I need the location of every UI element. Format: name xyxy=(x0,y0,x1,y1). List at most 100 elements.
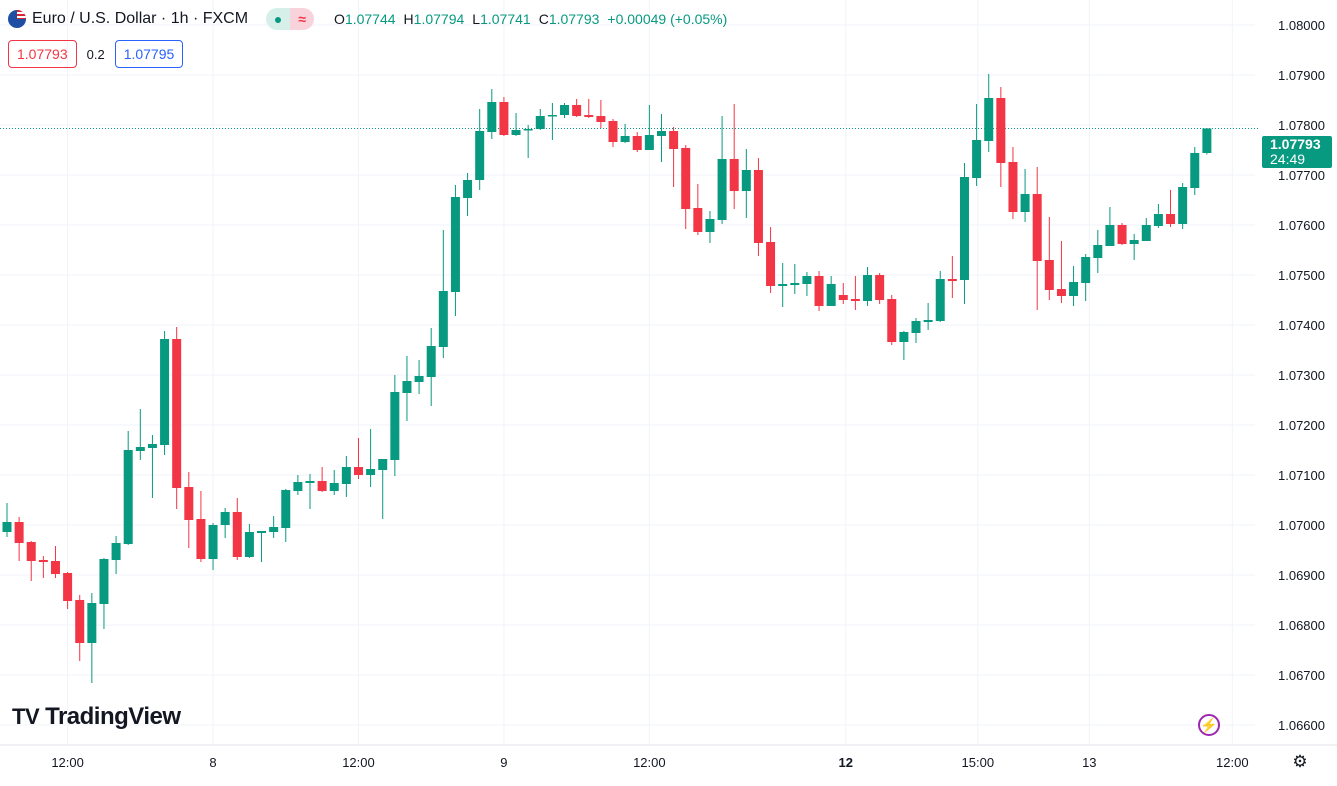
time-tick-label: 12:00 xyxy=(633,755,666,770)
candle-body xyxy=(911,321,921,333)
status-pill[interactable]: ● ≈ xyxy=(266,8,315,30)
candle xyxy=(281,489,291,542)
candle xyxy=(414,360,424,394)
candle-body xyxy=(644,135,654,150)
candle xyxy=(547,103,557,140)
candle xyxy=(899,331,909,360)
symbol-title[interactable]: Euro / U.S. Dollar · 1h · FXCM xyxy=(32,10,249,27)
sell-button[interactable]: 1.07793 xyxy=(8,40,77,68)
candle-body xyxy=(729,159,739,191)
candle-body xyxy=(1166,214,1176,224)
settings-gear-icon[interactable]: ⚙ xyxy=(1292,752,1308,771)
eur-usd-flag-icon xyxy=(8,10,26,28)
candle-body xyxy=(778,284,788,286)
candle xyxy=(257,531,267,562)
price-axis[interactable]: 1.08000 1.07900 1.07800 1.07700 1.07600 1.075… xyxy=(1278,18,1325,733)
candle-body xyxy=(1129,240,1139,244)
price-tick-label: 1.06700 xyxy=(1278,668,1325,683)
candle-body xyxy=(802,276,812,284)
buy-button[interactable]: 1.07795 xyxy=(114,40,184,68)
candle xyxy=(293,475,303,495)
candle xyxy=(220,508,230,538)
candle xyxy=(63,572,73,609)
candle xyxy=(160,331,170,455)
candle xyxy=(996,87,1006,187)
price-tick-label: 1.07000 xyxy=(1278,518,1325,533)
candle xyxy=(511,113,521,136)
candle-body xyxy=(1105,225,1115,246)
candle-body xyxy=(196,519,206,559)
candle xyxy=(196,491,206,562)
candle xyxy=(438,230,448,358)
candle-body xyxy=(790,283,800,285)
candle xyxy=(632,132,642,152)
candle xyxy=(1056,241,1066,303)
candle xyxy=(26,541,36,581)
candle-body xyxy=(87,603,97,643)
time-tick-label: 12 xyxy=(838,755,852,770)
candle xyxy=(669,127,679,187)
candle-body xyxy=(438,291,448,347)
candle xyxy=(1105,207,1115,246)
price-tick-label: 1.07200 xyxy=(1278,418,1325,433)
candle-body xyxy=(38,560,48,562)
high-label: H xyxy=(403,11,414,27)
candle-body xyxy=(475,131,485,180)
candle xyxy=(766,227,776,293)
close-label: C xyxy=(538,11,549,27)
candle-body xyxy=(75,600,85,643)
candle-body xyxy=(160,339,170,445)
candle-body xyxy=(1056,289,1066,296)
grid xyxy=(0,0,1255,745)
candle xyxy=(705,211,715,243)
candle xyxy=(208,523,218,570)
candle-body xyxy=(523,129,533,131)
candle-body xyxy=(1190,153,1200,188)
candle-body xyxy=(147,444,157,448)
candle xyxy=(935,271,945,322)
candle xyxy=(390,375,400,476)
tradingview-logo-text: TradingView xyxy=(45,703,181,730)
chart-header: Euro / U.S. Dollar · 1h · FXCM ● ≈ O1.07… xyxy=(8,8,727,30)
time-tick-label: 15:00 xyxy=(962,755,995,770)
candle xyxy=(341,456,351,497)
candle-body xyxy=(753,170,763,243)
price-tick-label: 1.07100 xyxy=(1278,468,1325,483)
candle-body xyxy=(184,487,194,520)
candle-body xyxy=(863,275,873,301)
candle xyxy=(887,295,897,345)
candle-body xyxy=(766,242,776,286)
candle-body xyxy=(1117,225,1127,244)
candle-body xyxy=(681,148,691,209)
lightning-icon[interactable]: ⚡ xyxy=(1198,714,1220,736)
candle xyxy=(523,125,533,158)
candle xyxy=(184,472,194,548)
candle xyxy=(244,524,254,558)
time-axis[interactable]: 12:00 8 12:00 9 12:00 12 15:00 13 12:00 xyxy=(51,755,1248,770)
candle-body xyxy=(572,105,582,116)
candle xyxy=(402,356,412,421)
candle xyxy=(99,558,109,629)
candle-body xyxy=(814,276,824,306)
price-tick-label: 1.07500 xyxy=(1278,268,1325,283)
candle-body xyxy=(935,279,945,321)
candle xyxy=(1178,183,1188,229)
candle-body xyxy=(584,115,594,117)
candle xyxy=(947,256,957,298)
candle xyxy=(802,272,812,296)
change-value: +0.00049 (+0.05%) xyxy=(607,11,728,27)
candle xyxy=(305,474,315,509)
candle xyxy=(38,556,48,578)
candle xyxy=(572,99,582,117)
candle xyxy=(584,99,594,118)
candle-body xyxy=(487,102,497,132)
last-price-tag: 1.07793 24:49 xyxy=(1262,136,1332,168)
candle-body xyxy=(705,219,715,232)
candle-body xyxy=(1032,194,1042,261)
candle-body xyxy=(1081,257,1091,283)
price-tick-label: 1.06800 xyxy=(1278,618,1325,633)
tradingview-logo[interactable]: TV TradingView xyxy=(12,703,181,731)
low-label: L xyxy=(472,11,481,27)
candle-body xyxy=(281,490,291,528)
